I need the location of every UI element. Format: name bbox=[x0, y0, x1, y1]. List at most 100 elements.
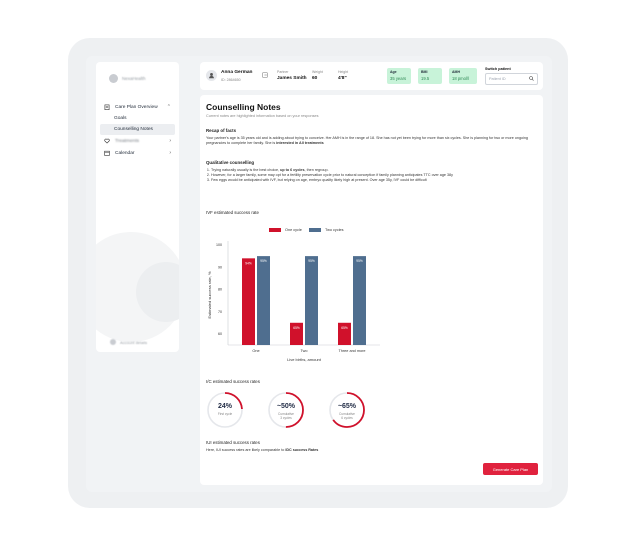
list-item-bold: up to 6 cycles bbox=[280, 168, 305, 172]
recap-heading: Recap of facts bbox=[206, 128, 237, 133]
ring-caption: Cumulative bbox=[278, 412, 294, 416]
chip-value: 35 years bbox=[390, 76, 407, 81]
weight-field: Weight 60 bbox=[312, 70, 323, 81]
sidebar-item-goals[interactable]: Goals bbox=[100, 113, 175, 124]
amh-chip: AMH 18 pmol/l bbox=[449, 68, 477, 84]
sidebar-item-label: Counselling Notes bbox=[114, 127, 153, 132]
y-axis-label: Estimated success rate, % bbox=[207, 271, 212, 319]
chip-label: BMI bbox=[421, 70, 428, 74]
ring-caption: Cumulative bbox=[339, 412, 355, 416]
y-tick-label: 90 bbox=[218, 265, 222, 269]
account-link[interactable]: Account details bbox=[110, 339, 147, 345]
avatar bbox=[206, 70, 217, 81]
patient-name: Anna German bbox=[221, 70, 253, 75]
x-tick-label: Three and more bbox=[338, 349, 365, 353]
bar-data-label: 95% bbox=[356, 259, 363, 263]
heart-icon bbox=[104, 138, 110, 144]
weight-label: Weight bbox=[312, 70, 323, 74]
account-icon bbox=[110, 339, 116, 345]
legend-two-cycles: Two cycles bbox=[309, 228, 344, 232]
sidebar-item-counselling-notes[interactable]: Counselling Notes bbox=[100, 124, 175, 135]
ring-gauge bbox=[329, 392, 365, 428]
switch-patient: Switch patient Patient ID bbox=[485, 67, 538, 85]
iui-text-bold: IDC success Rates bbox=[285, 448, 319, 452]
sidebar-decoration bbox=[136, 262, 179, 322]
patient-id: ID: 2864650 bbox=[221, 78, 241, 82]
bar-data-label: 95% bbox=[260, 259, 267, 263]
x-axis-label: Live births, amount bbox=[287, 357, 322, 362]
sidebar-item-label: Care Plan Overview bbox=[115, 104, 158, 110]
search-icon[interactable] bbox=[529, 75, 534, 83]
link-icon bbox=[262, 72, 268, 80]
bar-data-label: 65% bbox=[293, 326, 300, 330]
list-item-text: Trying naturally usually is the best cho… bbox=[211, 168, 281, 172]
brand-logo[interactable]: NexaHealth bbox=[109, 74, 146, 83]
qualitative-heading: Qualitative counselling bbox=[206, 160, 255, 165]
clipboard-icon bbox=[104, 104, 110, 110]
ring-value: ~50% bbox=[276, 403, 296, 410]
bar-data-label: 95% bbox=[308, 259, 315, 263]
bar-data-label: 94% bbox=[245, 261, 252, 265]
brand-name: NexaHealth bbox=[122, 76, 146, 81]
iui-text-body: Here, IUI success rates are likely compa… bbox=[206, 448, 286, 452]
counselling-notes-panel: Counselling Notes Current notes are high… bbox=[200, 95, 543, 485]
iuic-heading: I/C estimated success rates bbox=[206, 379, 260, 384]
page-subtitle: Current notes are highlighted informatio… bbox=[206, 114, 319, 118]
ring-gauge bbox=[207, 392, 243, 428]
recap-text: Your partner's age is 35 years old and i… bbox=[206, 136, 531, 146]
recap-text-body: Your partner's age is 35 years old and i… bbox=[206, 136, 528, 146]
sidebar: NexaHealth Care Plan Overview ⌃ Goals Co… bbox=[96, 62, 179, 352]
bar-data-label: 65% bbox=[341, 326, 348, 330]
success-ring: ~50% Cumulative 3 cycles bbox=[267, 391, 305, 429]
legend-swatch bbox=[269, 228, 281, 232]
bar bbox=[353, 256, 366, 345]
sidebar-item-label: Goals bbox=[114, 116, 127, 121]
sidebar-item-calendar[interactable]: Calendar › bbox=[100, 147, 175, 159]
legend-label: Two cycles bbox=[325, 228, 344, 232]
chip-label: AMH bbox=[452, 70, 460, 74]
ring-gauge bbox=[268, 392, 304, 428]
y-tick-label: 100 bbox=[216, 243, 222, 247]
ring-caption: 6 cycles bbox=[341, 416, 353, 420]
height-value: 4'8" bbox=[338, 76, 347, 81]
calendar-icon bbox=[104, 150, 110, 156]
ring-value: ~65% bbox=[337, 403, 357, 410]
ring-caption: First cycle bbox=[217, 412, 233, 416]
list-item-text: However, for a larger family, some may o… bbox=[211, 173, 453, 178]
sidebar-item-care-plan-overview[interactable]: Care Plan Overview ⌃ bbox=[100, 101, 175, 113]
ring-caption: 3 cycles bbox=[280, 416, 292, 420]
bar bbox=[290, 322, 303, 345]
ivf-heading: IVF estimated success rate bbox=[206, 210, 259, 215]
legend-swatch bbox=[309, 228, 321, 232]
success-ring: ~65% Cumulative 6 cycles bbox=[328, 391, 366, 429]
list-item: Few eggs would be anticipated with IVF, … bbox=[211, 178, 531, 183]
sidebar-item-label: Treatments bbox=[115, 138, 140, 144]
y-tick-label: 70 bbox=[218, 310, 222, 314]
height-label: Height bbox=[338, 70, 349, 74]
ivf-bar-chart: 60 70 80 90 100 Estimated success rate, % 94% 9… bbox=[207, 241, 380, 362]
chevron-right-icon: › bbox=[169, 150, 171, 156]
user-icon bbox=[209, 73, 214, 79]
list-item: Trying naturally usually is the best cho… bbox=[211, 168, 531, 173]
generate-care-plan-button[interactable]: Generate Care Plan bbox=[483, 463, 538, 475]
iui-text: Here, IUI success rates are likely compa… bbox=[206, 448, 531, 453]
bmi-chip: BMI 19.5 bbox=[418, 68, 442, 84]
patient-search-input[interactable]: Patient ID bbox=[485, 73, 538, 85]
chevron-up-icon: ⌃ bbox=[166, 104, 171, 110]
sidebar-item-treatments[interactable]: Treatments › bbox=[100, 135, 175, 147]
qualitative-list: Trying naturally usually is the best cho… bbox=[206, 168, 531, 184]
legend-label: One cycle bbox=[285, 228, 302, 232]
bar bbox=[257, 256, 270, 345]
partner-label: Partner bbox=[277, 70, 289, 74]
chip-value: 19.5 bbox=[421, 76, 430, 81]
list-item-text: Few eggs would be anticipated with IVF, … bbox=[211, 178, 427, 183]
x-tick-label: One bbox=[252, 349, 259, 353]
partner-field: Partner James Smith bbox=[277, 70, 307, 81]
weight-value: 60 bbox=[312, 76, 318, 81]
legend-one-cycle: One cycle bbox=[269, 228, 302, 232]
list-item: However, for a larger family, some may o… bbox=[211, 173, 531, 178]
success-ring: 24% First cycle bbox=[206, 391, 244, 429]
bar bbox=[305, 256, 318, 345]
recap-text-bold: interested in All treatments bbox=[276, 141, 324, 146]
patient-header: Anna German ID: 2864650 Partner James Sm… bbox=[200, 62, 543, 90]
